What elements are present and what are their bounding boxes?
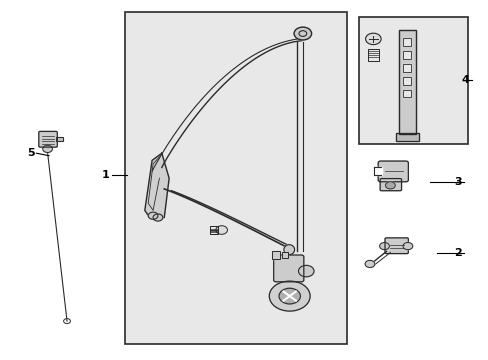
Text: 3: 3	[454, 177, 461, 187]
Bar	[403, 51, 410, 59]
Bar	[272, 251, 279, 258]
Bar	[403, 38, 410, 46]
Bar	[403, 77, 410, 85]
Circle shape	[293, 27, 311, 40]
Bar	[56, 137, 63, 141]
Polygon shape	[144, 153, 169, 217]
Text: 2: 2	[454, 248, 461, 258]
Circle shape	[365, 33, 380, 45]
Bar	[373, 167, 381, 175]
Bar	[395, 133, 418, 141]
Circle shape	[365, 260, 374, 267]
Bar	[272, 251, 279, 258]
Circle shape	[148, 212, 158, 219]
Circle shape	[269, 281, 309, 311]
Bar	[403, 77, 410, 85]
FancyBboxPatch shape	[377, 161, 407, 182]
Bar	[403, 38, 410, 46]
Bar	[398, 30, 415, 134]
Bar	[403, 51, 410, 59]
Circle shape	[298, 265, 313, 277]
Bar	[403, 64, 410, 72]
FancyBboxPatch shape	[39, 131, 57, 147]
Bar	[56, 137, 63, 141]
Bar	[367, 49, 378, 62]
Text: 4: 4	[461, 75, 468, 85]
Bar	[125, 12, 346, 344]
Bar	[209, 226, 217, 234]
Bar	[358, 18, 467, 144]
Circle shape	[379, 243, 388, 249]
Bar	[403, 90, 410, 98]
Bar	[398, 30, 415, 134]
Text: 5: 5	[27, 148, 34, 158]
Bar	[395, 133, 418, 141]
Bar	[403, 90, 410, 98]
Bar	[403, 64, 410, 72]
Circle shape	[42, 145, 52, 153]
Circle shape	[153, 214, 163, 221]
Circle shape	[385, 182, 394, 189]
Circle shape	[215, 226, 227, 234]
Ellipse shape	[284, 245, 294, 255]
FancyBboxPatch shape	[273, 255, 303, 282]
FancyBboxPatch shape	[379, 179, 401, 191]
Bar	[282, 252, 287, 257]
Text: 1: 1	[102, 170, 110, 180]
Bar	[282, 252, 287, 257]
Circle shape	[402, 243, 412, 249]
Circle shape	[279, 288, 300, 304]
FancyBboxPatch shape	[384, 238, 407, 253]
